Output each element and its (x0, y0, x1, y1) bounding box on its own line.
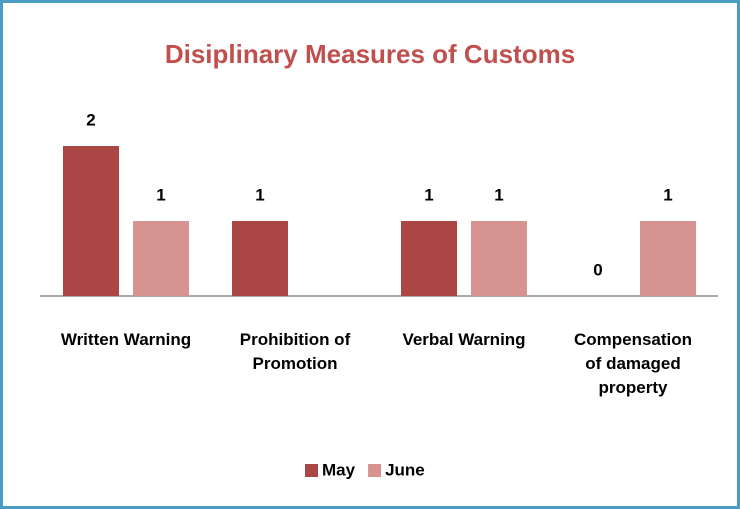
legend-swatch (368, 464, 382, 477)
bar (471, 221, 527, 296)
x-tick-label: Compensation of damaged property (573, 330, 693, 397)
value-label: 1 (663, 185, 672, 204)
value-label: 1 (255, 185, 264, 204)
chart-title: Disiplinary Measures of Customs (165, 39, 575, 69)
chart: Disiplinary Measures of Customs 2 1 1 1 1 0 1 M… (40, 39, 718, 479)
x-tick-label: Prohibition of Promotion (239, 330, 351, 373)
value-label: 1 (156, 185, 165, 204)
value-label: 2 (86, 110, 95, 129)
value-label: 1 (424, 185, 433, 204)
value-label: 1 (494, 185, 503, 204)
legend-label: June (385, 460, 425, 479)
legend-swatch (305, 464, 318, 477)
value-label: 0 (593, 260, 602, 279)
bar (63, 146, 119, 296)
bar (640, 221, 696, 296)
legend-label: May (322, 460, 356, 479)
bar (401, 221, 457, 296)
x-tick-label: Verbal Warning (402, 330, 526, 349)
bar (133, 221, 189, 296)
x-tick-label: Written Warning (60, 330, 192, 349)
bar (232, 221, 288, 296)
